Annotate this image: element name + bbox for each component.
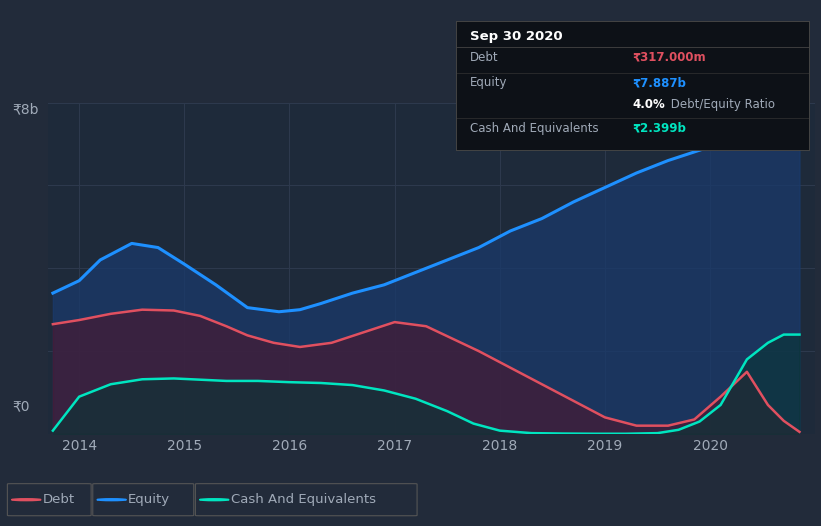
Text: Debt: Debt (43, 493, 75, 506)
Text: Equity: Equity (470, 76, 507, 89)
Text: ₹7.887b: ₹7.887b (632, 76, 686, 89)
Text: Debt: Debt (470, 50, 498, 64)
Text: Sep 30 2020: Sep 30 2020 (470, 30, 562, 43)
Text: 4.0%: 4.0% (632, 98, 665, 112)
Text: ₹8b: ₹8b (12, 103, 39, 117)
Text: ₹0: ₹0 (12, 399, 30, 413)
Circle shape (200, 499, 229, 501)
Text: Cash And Equivalents: Cash And Equivalents (470, 122, 599, 135)
Circle shape (11, 499, 41, 501)
Text: ₹2.399b: ₹2.399b (632, 122, 686, 135)
Circle shape (97, 499, 126, 501)
Text: ₹317.000m: ₹317.000m (632, 50, 706, 64)
Text: Equity: Equity (128, 493, 170, 506)
Text: Cash And Equivalents: Cash And Equivalents (231, 493, 376, 506)
Text: Debt/Equity Ratio: Debt/Equity Ratio (667, 98, 776, 112)
